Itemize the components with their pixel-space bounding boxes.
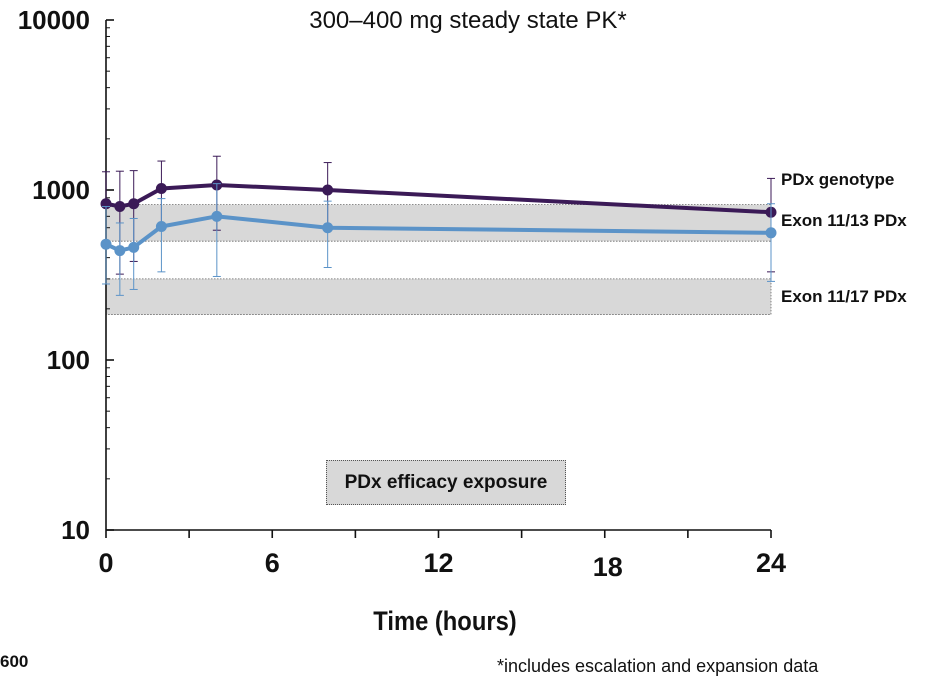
band-0 <box>105 204 772 242</box>
axes-layer: 10 100 1000 10000 0 6 12 18 24 <box>18 5 786 582</box>
x-tick-label: 12 <box>423 548 453 578</box>
data-point <box>128 198 140 210</box>
y-tick-label: 1000 <box>32 175 90 205</box>
x-tick-label: 6 <box>265 548 280 578</box>
x-tick-label: 0 <box>98 548 113 578</box>
y-tick-label: 10 <box>61 515 90 545</box>
band-label-0: Exon 11/13 PDx <box>781 211 907 230</box>
data-point <box>114 200 126 212</box>
data-point <box>114 245 126 257</box>
band-label-1: Exon 11/17 PDx <box>781 287 907 306</box>
chart-title: 300–400 mg steady state PK* <box>309 7 627 34</box>
band-1 <box>105 278 772 315</box>
data-point <box>100 238 112 250</box>
data-point <box>128 241 140 253</box>
x-tick-label: 18 <box>593 552 623 582</box>
data-point <box>765 227 777 239</box>
bands-layer: Exon 11/13 PDx Exon 11/17 PDx <box>105 204 907 315</box>
efficacy-legend-label: PDx efficacy exposure <box>344 471 548 493</box>
corner-text: 600 <box>0 652 29 671</box>
y-tick-label: 10000 <box>18 5 90 35</box>
data-point <box>322 222 334 234</box>
series-1 <box>100 183 777 296</box>
y-tick-label: 100 <box>47 345 90 375</box>
x-axis-label: Time (hours) <box>373 607 516 637</box>
footnote: *includes escalation and expansion data <box>497 656 819 676</box>
band-header: PDx genotype <box>781 170 894 189</box>
data-point <box>211 210 223 222</box>
data-point <box>155 183 167 195</box>
series-layer <box>100 155 777 296</box>
data-point <box>322 184 334 196</box>
x-tick-label: 24 <box>756 548 786 578</box>
efficacy-legend-box: PDx efficacy exposure <box>326 460 566 505</box>
data-point <box>155 220 167 232</box>
